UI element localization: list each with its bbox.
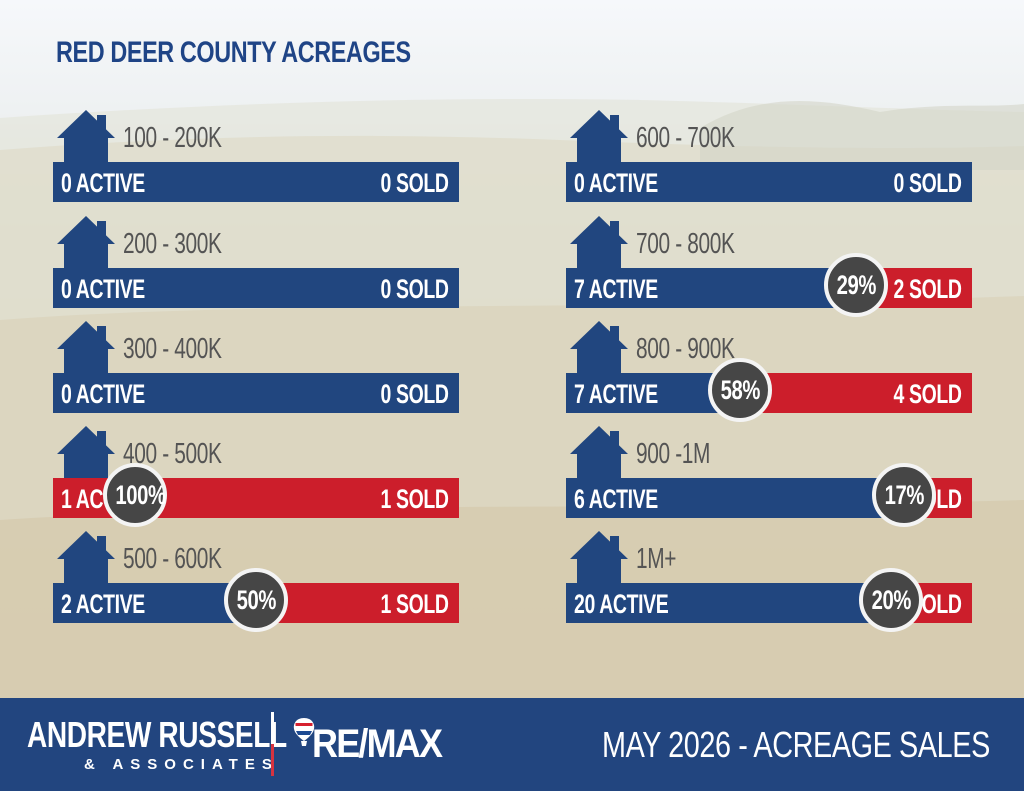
sell-ratio-text: 20% [871,585,911,615]
price-range-label: 1M+ [636,543,677,575]
footer-title: MAY 2026 - ACREAGE SALES [602,724,990,765]
house-icon [566,216,632,274]
sold-count-label: 0 SOLD [380,274,449,304]
sell-ratio-badge: 17% [872,463,936,527]
price-range-label: 900 -1M [636,438,711,470]
house-icon [53,426,119,484]
sell-ratio-badge: 29% [824,253,888,317]
house-icon [566,426,632,484]
sell-ratio-badge: 58% [708,358,772,422]
active-bar: 0 ACTIVE 0 SOLD [53,373,459,413]
active-bar: 2 ACTIVE 1 SOLD 50% [53,568,459,632]
sold-bar [256,583,459,623]
sell-ratio-text: 29% [836,270,876,300]
price-range-label: 100 - 200K [123,122,222,154]
house-icon [53,216,119,274]
house-icon [566,110,632,168]
active-count-label: 2 ACTIVE [61,589,145,619]
price-range-card: 700 - 800K 7 ACTIVE 2 SOLD 29% [566,216,972,317]
footer-divider [271,712,274,776]
house-icon [566,321,632,379]
active-bar: 0 ACTIVE 0 SOLD [566,162,972,202]
sell-ratio-text: 17% [884,480,924,510]
active-count-label: 0 ACTIVE [574,168,658,198]
active-count-label: 0 ACTIVE [61,379,145,409]
price-range-label: 700 - 800K [636,228,735,260]
sold-count-label: 0 SOLD [893,168,962,198]
price-range-label: 200 - 300K [123,228,222,260]
price-range-label: 800 - 900K [636,333,735,365]
sell-ratio-badge: 50% [224,568,288,632]
price-range-card: 200 - 300K 0 ACTIVE 0 SOLD [53,216,459,308]
active-bar: 7 ACTIVE 2 SOLD 29% [566,253,972,317]
price-range-card: 300 - 400K 0 ACTIVE 0 SOLD [53,321,459,413]
balloon-icon [293,718,315,746]
price-range-card: 500 - 600K 2 ACTIVE 1 SOLD 50% [53,531,459,632]
active-bar: 20 ACTIVE 4 SOLD 20% [566,568,972,632]
sold-count-label: 1 SOLD [380,484,449,514]
sold-count-label: 1 SOLD [380,589,449,619]
active-bar: 0 ACTIVE 0 SOLD [53,162,459,202]
sell-ratio-text: 100% [115,480,166,510]
active-count-label: 0 ACTIVE [61,168,145,198]
sell-ratio-text: 58% [720,375,760,405]
house-icon [53,321,119,379]
active-count-label: 20 ACTIVE [574,589,669,619]
remax-logo: RE/MAX [312,722,443,766]
house-icon [53,110,119,168]
brand-name: ANDREW RUSSELL [27,714,287,755]
price-range-card: 100 - 200K 0 ACTIVE 0 SOLD [53,110,459,202]
sold-count-label: 0 SOLD [380,379,449,409]
sold-bar [740,373,972,413]
sell-ratio-text: 50% [236,585,276,615]
price-range-label: 600 - 700K [636,122,735,154]
price-range-label: 300 - 400K [123,333,222,365]
sold-count-label: 2 SOLD [893,274,962,304]
active-bar: 0 ACTIVE 0 SOLD [53,268,459,308]
active-count-label: 7 ACTIVE [574,274,658,304]
price-range-card: 600 - 700K 0 ACTIVE 0 SOLD [566,110,972,202]
price-range-card: 1M+ 20 ACTIVE 4 SOLD 20% [566,531,972,632]
sold-count-label: 4 SOLD [893,379,962,409]
house-icon [566,531,632,589]
sold-count-label: 0 SOLD [380,168,449,198]
sell-ratio-badge: 100% [103,463,167,527]
sell-ratio-badge: 20% [859,568,923,632]
active-count-label: 6 ACTIVE [574,484,658,514]
price-range-card: 800 - 900K 7 ACTIVE 4 SOLD 58% [566,321,972,422]
footer: ANDREW RUSSELL & ASSOCIATES RE/MAX MAY 2… [0,698,1024,791]
active-bar: 7 ACTIVE 4 SOLD 58% [566,358,972,422]
house-icon [53,531,119,589]
active-count-label: 0 ACTIVE [61,274,145,304]
price-range-label: 500 - 600K [123,543,222,575]
active-count-label: 7 ACTIVE [574,379,658,409]
brand-subtitle: & ASSOCIATES [84,756,279,773]
page-title: RED DEER COUNTY ACREAGES [56,36,411,69]
